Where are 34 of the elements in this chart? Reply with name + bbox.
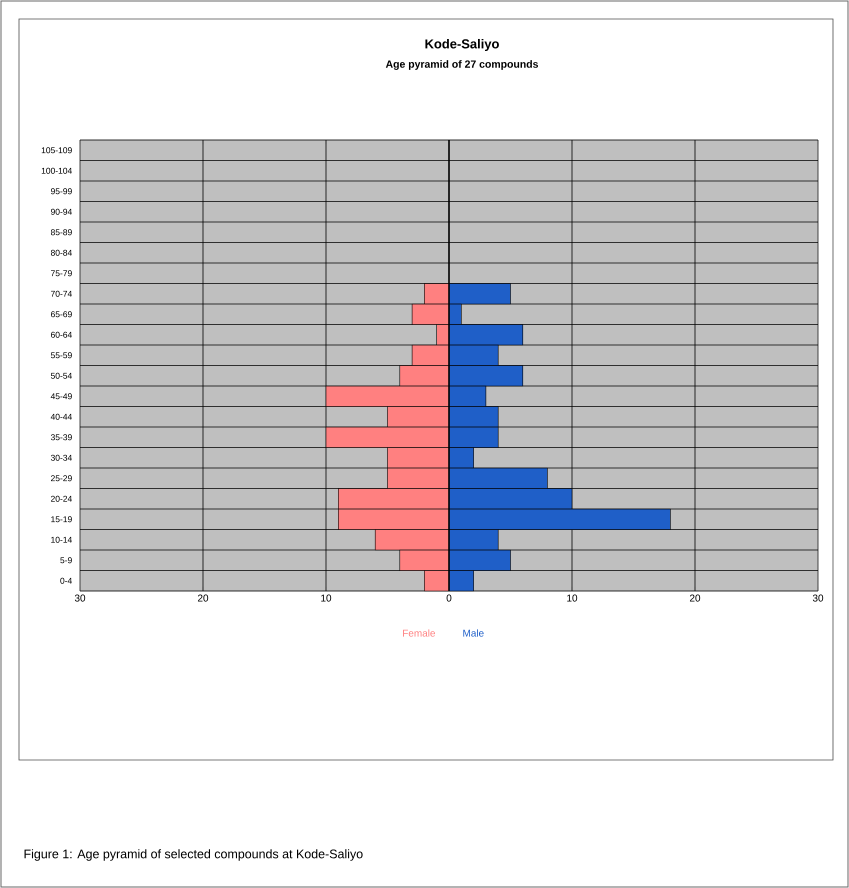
y-tick-label: 60-64 [51, 332, 72, 338]
y-tick-label: 95-99 [50, 188, 72, 194]
y-tick-label: 15-19 [51, 516, 72, 522]
text: Male [463, 629, 484, 637]
y-tick-label: 40-44 [50, 414, 72, 420]
y-tick-label: 105-109 [42, 147, 72, 154]
y-tick-label: 100-104 [42, 168, 72, 174]
y-tick-label: 30-34 [50, 454, 72, 461]
y-tick-label: 35-39 [50, 434, 72, 440]
y-tick-label: 25-29 [50, 475, 72, 482]
x-tick-label: 20 [690, 594, 700, 602]
y-tick-label: 80-84 [50, 250, 72, 256]
x-tick-label: 30 [74, 594, 86, 602]
y-tick-label: 70-74 [51, 290, 72, 297]
y-tick-label: 0-4 [60, 578, 72, 584]
y-tick-label: 10-14 [51, 536, 72, 543]
y-tick-label: 85-89 [50, 229, 72, 236]
y-tick-label: 20-24 [50, 496, 72, 502]
text: Female [403, 629, 436, 637]
x-tick-label: 10 [567, 594, 578, 602]
x-tick-label: 20 [198, 594, 208, 602]
x-tick-label: 10 [321, 594, 332, 602]
y-tick-label: 45-49 [50, 393, 72, 400]
y-tick-label: 75-79 [51, 270, 72, 276]
y-tick-label: 65-69 [51, 311, 72, 318]
y-tick-label: 55-59 [50, 352, 72, 358]
chart-title: Kode-Saliyo [425, 38, 499, 52]
x-tick-label: 30 [812, 594, 824, 602]
y-tick-label: 90-94 [50, 208, 72, 215]
y-tick-label: 5-9 [60, 557, 72, 564]
y-tick-label: 50-54 [50, 372, 72, 379]
chart-subtitle: Age pyramid of 27 compounds [386, 60, 538, 70]
caption: Figure 1: Age pyramid of selected compounds at Kode-Saliyo [24, 849, 363, 861]
x-tick-label: 0 [446, 594, 452, 602]
